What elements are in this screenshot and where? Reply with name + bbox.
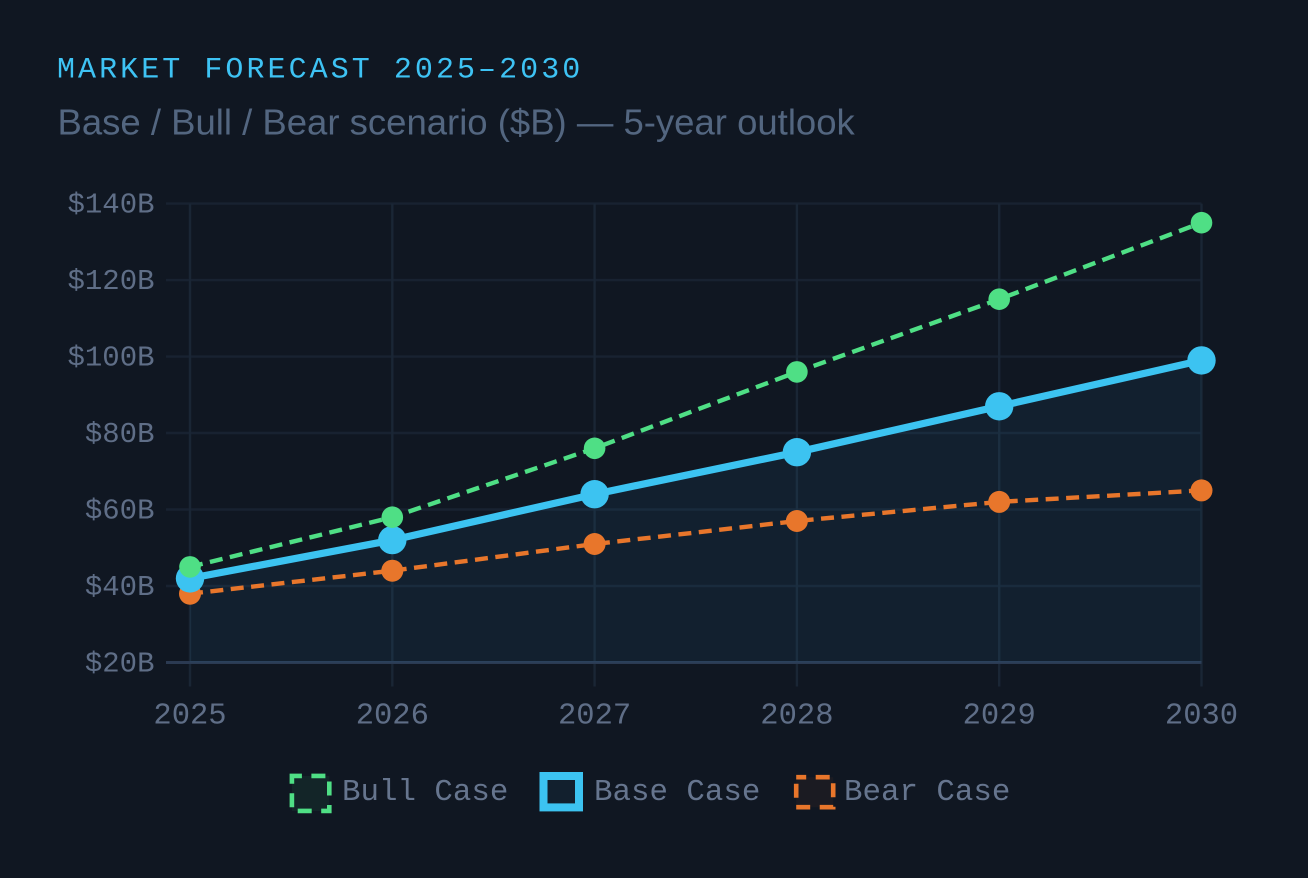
svg-text:Base / Bull / Bear scenario ($: Base / Bull / Bear scenario ($B) — 5-yea… bbox=[58, 102, 856, 143]
svg-text:MARKET FORECAST 2025–2030: MARKET FORECAST 2025–2030 bbox=[57, 53, 583, 87]
svg-text:$40B: $40B bbox=[85, 571, 155, 604]
svg-text:2028: 2028 bbox=[760, 700, 833, 734]
svg-text:2027: 2027 bbox=[558, 700, 631, 734]
svg-text:$120B: $120B bbox=[67, 265, 154, 298]
svg-text:$100B: $100B bbox=[67, 342, 154, 375]
svg-text:Bull Case: Bull Case bbox=[342, 775, 508, 810]
svg-text:Bear Case: Bear Case bbox=[844, 775, 1010, 810]
svg-text:$80B: $80B bbox=[85, 418, 155, 451]
svg-text:2026: 2026 bbox=[356, 700, 429, 734]
svg-text:2025: 2025 bbox=[153, 700, 226, 734]
svg-text:2030: 2030 bbox=[1165, 700, 1238, 734]
svg-text:Base Case: Base Case bbox=[594, 775, 760, 810]
svg-text:$20B: $20B bbox=[85, 648, 155, 681]
svg-text:2029: 2029 bbox=[963, 700, 1036, 734]
svg-text:$140B: $140B bbox=[67, 189, 154, 222]
svg-text:$60B: $60B bbox=[85, 495, 155, 528]
